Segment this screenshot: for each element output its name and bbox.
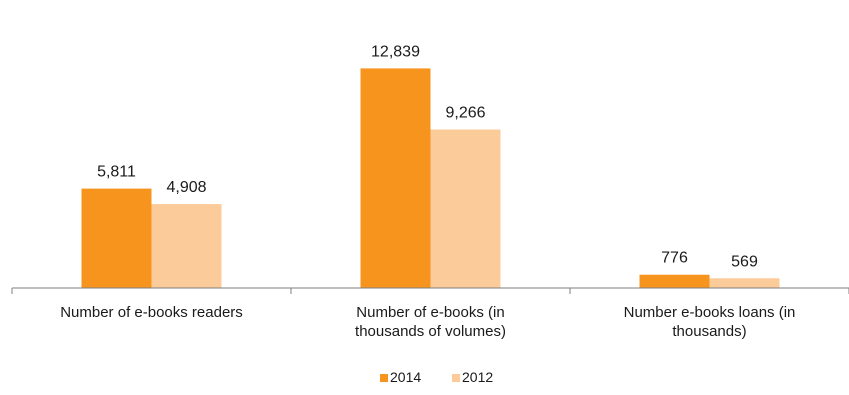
category-label-1-line1: Number of e-books readers <box>60 304 243 321</box>
legend-label-2012: 2012 <box>462 369 493 385</box>
category-label-3-line2: thousands) <box>672 323 746 340</box>
value-labels-layer: 5,811 4,908 12,839 9,266 776 569 <box>97 43 758 270</box>
bar-2012-cat1 <box>151 204 222 288</box>
data-label-2012-cat2: 9,266 <box>445 105 485 122</box>
legend-swatch-2012 <box>452 374 460 382</box>
data-label-2014-cat3: 776 <box>661 250 688 267</box>
category-label-2-line1: Number of e-books (in <box>356 304 504 321</box>
data-label-2014-cat2: 12,839 <box>371 43 420 60</box>
legend-label-2014: 2014 <box>390 369 421 385</box>
bar-2012-cat3 <box>709 278 780 288</box>
category-label-3-line1: Number e-books loans (in <box>624 304 796 321</box>
bar-2012-cat2 <box>430 129 501 288</box>
x-axis-ticks <box>11 288 849 294</box>
bar-2014-cat1 <box>81 188 152 288</box>
bar-2014-cat3 <box>639 274 710 288</box>
legend: 2014 2012 <box>380 369 493 385</box>
data-label-2012-cat3: 569 <box>731 253 758 270</box>
bars-layer <box>81 68 780 288</box>
category-label-2-line2: thousands of volumes) <box>355 323 506 340</box>
data-label-2014-cat1: 5,811 <box>97 164 136 181</box>
category-labels: Number of e-books readers Number of e-boo… <box>60 304 795 340</box>
bar-2014-cat2 <box>360 68 431 288</box>
data-label-2012-cat1: 4,908 <box>166 179 206 196</box>
legend-swatch-2014 <box>380 374 388 382</box>
